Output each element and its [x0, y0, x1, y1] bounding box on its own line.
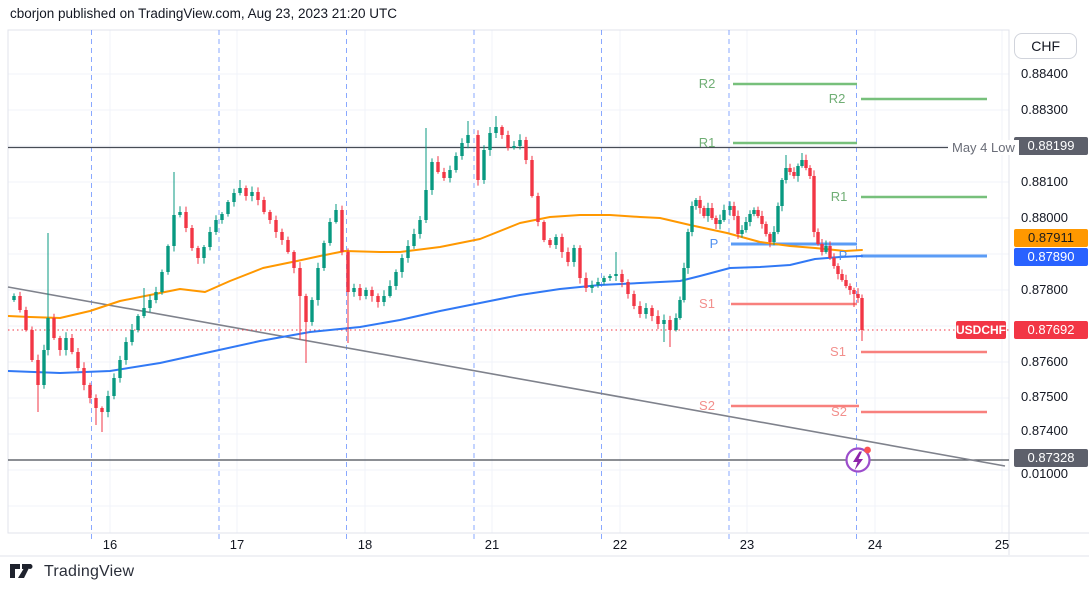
x-axis-label: 24: [867, 537, 883, 552]
pivot-label-s1: S1: [830, 344, 846, 359]
pivot-label-s2: S2: [831, 404, 847, 419]
x-axis-label: 17: [229, 537, 245, 552]
candle-bodies-down: [18, 127, 864, 412]
y-axis-label: 0.87400: [1021, 423, 1068, 438]
pivot-label-s2: S2: [699, 398, 715, 413]
candle-wicks-up: [13, 116, 827, 418]
pivot-label-r2: R2: [828, 91, 846, 106]
tradingview-logo-icon: [10, 563, 33, 578]
pivot-label-r1: R1: [698, 135, 716, 150]
ma-orange: [8, 214, 863, 319]
x-axis-label: 21: [484, 537, 500, 552]
x-axis-label: 16: [102, 537, 118, 552]
trendline-price-badge: 0.87328: [1014, 449, 1088, 467]
last-price-badge: 0.87692: [1014, 321, 1088, 339]
pivot-label-r1: R1: [830, 189, 848, 204]
may4low-price-badge: 0.88199: [1014, 137, 1088, 155]
y-axis-label: 0.01000: [1021, 466, 1068, 481]
descending-trendline: [7, 286, 1006, 467]
footer-brand[interactable]: TradingView: [10, 563, 134, 581]
y-axis-label: 0.87800: [1021, 282, 1068, 297]
candles-layer: [12, 116, 864, 432]
pivot-label-r2: R2: [698, 76, 716, 91]
pivot-label-s1: S1: [699, 296, 715, 311]
pivot-price-badge: 0.87890: [1014, 248, 1088, 266]
candle-wicks-down: [19, 125, 863, 432]
x-axis-label: 18: [357, 537, 373, 552]
currency-toggle-label: CHF: [1031, 38, 1060, 54]
may4low-label: May 4 Low: [948, 140, 1019, 155]
notification-dot: [864, 446, 871, 454]
y-axis-label: 0.88000: [1021, 210, 1068, 225]
pivot-label-p: P: [838, 248, 848, 263]
candle-bodies-up: [12, 127, 828, 412]
y-axis-label: 0.88300: [1021, 102, 1068, 117]
ma-blue: [8, 255, 863, 374]
publish-info: cborjon published on TradingView.com, Au…: [10, 6, 398, 21]
flash-icon[interactable]: [845, 446, 871, 473]
x-axis-label: 22: [612, 537, 628, 552]
x-axis-label: 23: [739, 537, 755, 552]
y-axis-label: 0.88400: [1021, 66, 1068, 81]
lightning-bolt-icon: [853, 451, 863, 471]
orange-ma-price-badge: 0.87911: [1014, 229, 1088, 247]
symbol-price-flag: USDCHF: [956, 321, 1006, 339]
x-axis-label: 25: [994, 537, 1010, 552]
y-axis-label: 0.88100: [1021, 174, 1068, 189]
y-axis-label: 0.87600: [1021, 354, 1068, 369]
currency-toggle-button[interactable]: CHF: [1014, 33, 1077, 59]
tradingview-brand-text: TradingView: [44, 563, 135, 580]
pivot-label-p: P: [709, 236, 719, 251]
y-axis-label: 0.87500: [1021, 389, 1068, 404]
